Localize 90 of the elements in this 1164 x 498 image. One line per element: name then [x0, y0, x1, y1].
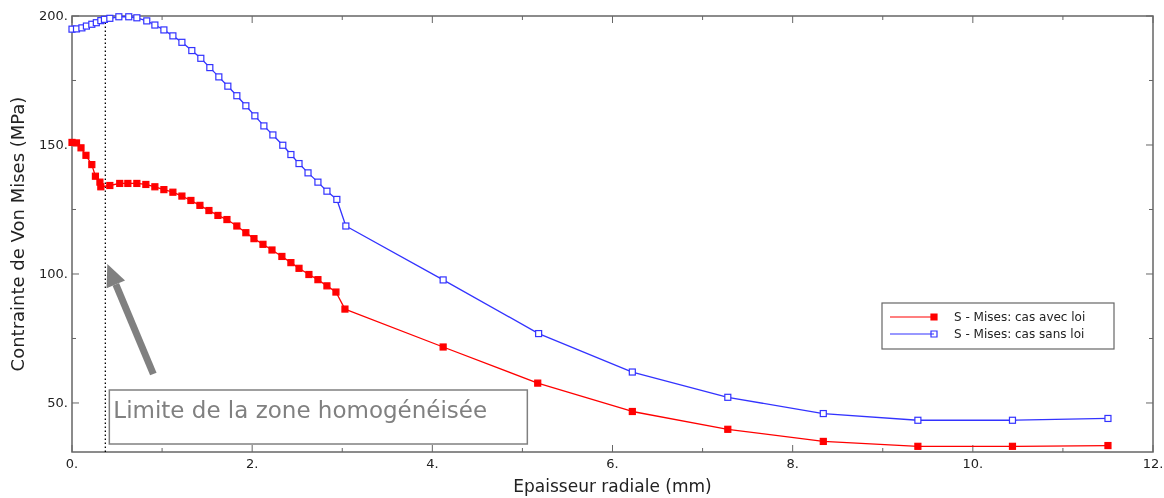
- x-tick-label: 10.: [962, 456, 984, 471]
- legend-label: S - Mises: cas avec loi: [954, 310, 1086, 324]
- point: [205, 206, 213, 215]
- point: [535, 329, 543, 338]
- point: [1008, 416, 1017, 424]
- point: [82, 151, 90, 159]
- point: [151, 21, 159, 29]
- point: [169, 188, 177, 196]
- point: [242, 102, 250, 110]
- point: [196, 201, 204, 209]
- point: [116, 179, 124, 188]
- x-axis-title: Epaisseur radiale (mm): [513, 476, 712, 496]
- point: [224, 82, 232, 90]
- annotation: Limite de la zone homogénéisée: [113, 397, 488, 423]
- point: [160, 26, 168, 34]
- point: [1104, 441, 1112, 450]
- point: [178, 192, 186, 200]
- point: [188, 46, 196, 55]
- y-tick-label: 200.: [39, 8, 68, 23]
- x-tick-label: 12.: [1142, 456, 1164, 471]
- x-tick-label: 2.: [245, 456, 259, 471]
- point: [214, 211, 222, 220]
- point: [305, 270, 313, 279]
- x-tick-label: 0.: [65, 456, 79, 471]
- point: [342, 222, 350, 230]
- point: [1008, 442, 1017, 450]
- point: [314, 276, 322, 284]
- point: [287, 150, 295, 159]
- y-tick-label: 50.: [47, 394, 68, 410]
- point: [206, 63, 214, 72]
- point: [819, 409, 827, 418]
- point: [628, 368, 636, 376]
- point: [106, 14, 114, 22]
- point: [233, 222, 241, 230]
- point: [287, 259, 295, 267]
- point: [724, 425, 732, 433]
- point: [151, 183, 159, 191]
- point: [304, 169, 312, 177]
- point: [124, 179, 132, 188]
- y-tick-label: 150.: [39, 136, 68, 152]
- point: [628, 407, 636, 416]
- point: [260, 122, 268, 130]
- point: [106, 181, 114, 190]
- point: [914, 442, 922, 450]
- point: [223, 215, 231, 224]
- point: [323, 187, 331, 195]
- point: [341, 305, 349, 313]
- point: [1104, 414, 1112, 423]
- point: [143, 17, 151, 25]
- point: [215, 73, 223, 81]
- point: [314, 178, 322, 186]
- x-tick-label: 6.: [606, 456, 619, 471]
- point: [819, 437, 827, 446]
- x-tick-label: 4.: [426, 456, 439, 471]
- legend-label: S - Mises: cas sans loi: [954, 327, 1085, 341]
- point: [133, 14, 141, 22]
- point: [178, 38, 186, 46]
- point: [323, 282, 331, 290]
- y-tick-label: 100.: [39, 265, 68, 281]
- point: [250, 235, 258, 243]
- point: [914, 416, 922, 424]
- point: [187, 196, 195, 205]
- point: [724, 393, 732, 401]
- point: [269, 131, 277, 139]
- point: [278, 252, 286, 261]
- point: [439, 343, 447, 351]
- point: [115, 13, 123, 21]
- point: [259, 240, 267, 248]
- point: [169, 32, 177, 40]
- point: [251, 112, 259, 120]
- point: [295, 159, 303, 168]
- point: [233, 92, 241, 100]
- point: [197, 54, 205, 62]
- point: [133, 179, 141, 188]
- point: [142, 180, 150, 189]
- point: [77, 144, 85, 152]
- y-axis-title: Contrainte de Von Mises (MPa): [7, 96, 28, 372]
- point: [125, 13, 133, 21]
- point: [534, 379, 542, 387]
- point: [88, 161, 96, 169]
- point: [279, 141, 287, 149]
- point: [268, 246, 276, 254]
- x-tick-label: 8.: [786, 456, 799, 471]
- point: [242, 229, 250, 237]
- point: [295, 264, 303, 272]
- point: [333, 195, 341, 204]
- point: [439, 276, 447, 284]
- point: [97, 183, 105, 191]
- point: [332, 288, 340, 296]
- point: [160, 186, 168, 194]
